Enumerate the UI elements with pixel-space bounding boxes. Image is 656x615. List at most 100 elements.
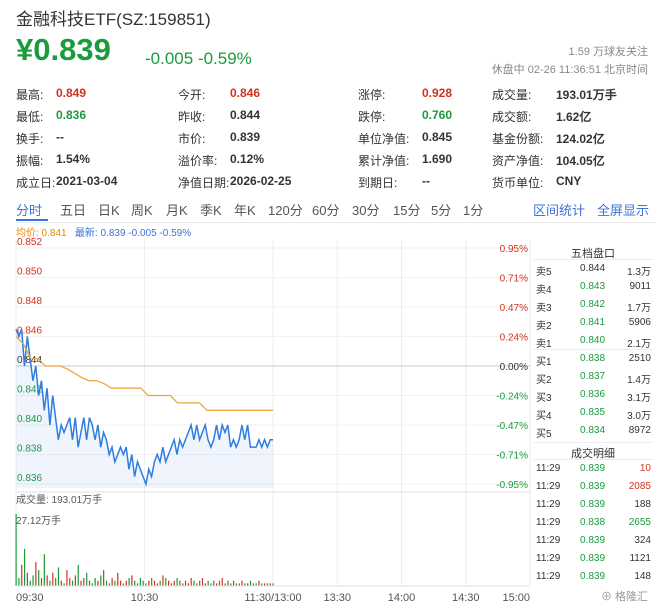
- quote-item: 市价: 0.839: [178, 130, 260, 148]
- ask-row: 卖4 0.843 9011: [533, 278, 653, 296]
- ob-label: 11:29: [536, 499, 561, 510]
- price-tick-label: 0.846: [17, 326, 42, 337]
- quote-value: 193.01万手: [556, 88, 617, 102]
- ob-volume: 2655: [628, 517, 651, 528]
- volume-bar: [241, 580, 243, 586]
- tab-6[interactable]: 年K: [234, 203, 256, 218]
- bid-row: 买5 0.834 8972: [533, 422, 653, 440]
- trade-row: 11:29 0.838 2655: [533, 514, 653, 532]
- time-tick-label: 15:00: [502, 592, 530, 604]
- volume-bar: [148, 580, 150, 586]
- quote-label: 溢价率:: [178, 154, 218, 168]
- bid-row: 买2 0.837 1.4万: [533, 368, 653, 386]
- volume-bar: [238, 583, 240, 586]
- volume-bar: [145, 583, 147, 586]
- pct-tick-label: -0.47%: [496, 421, 528, 432]
- tab-7[interactable]: 120分: [268, 203, 303, 218]
- volume-bar: [210, 583, 212, 586]
- tab-9[interactable]: 30分: [352, 203, 380, 218]
- tab-10[interactable]: 15分: [393, 203, 421, 218]
- volume-bar: [97, 580, 99, 586]
- volume-bar: [193, 580, 195, 586]
- ob-label: 11:29: [536, 463, 561, 474]
- ob-volume: 1.7万: [627, 303, 651, 314]
- volume-bar: [117, 572, 119, 586]
- tab-8[interactable]: 60分: [312, 203, 340, 218]
- volume-bar: [111, 578, 113, 586]
- volume-bar: [119, 580, 122, 586]
- ob-price: 0.840: [580, 335, 606, 346]
- quote-label: 基金份额:: [492, 132, 544, 146]
- volume-label: 成交量: 193.01万手: [16, 493, 102, 506]
- ob-price: 0.839: [580, 535, 606, 546]
- ob-volume: 1121: [629, 553, 651, 564]
- quote-label: 成交量:: [492, 88, 532, 102]
- quote-item: 今开: 0.846: [178, 86, 260, 104]
- quote-label: 资产净值:: [492, 154, 544, 168]
- volume-bar: [196, 583, 198, 586]
- avg-price-line: [15, 336, 273, 411]
- tab-0[interactable]: 分时: [16, 203, 43, 218]
- trade-row: 11:29 0.839 148: [533, 568, 653, 586]
- tab-12[interactable]: 1分: [463, 203, 484, 218]
- quote-value: 0.846: [230, 86, 261, 100]
- ob-price: 0.837: [580, 371, 606, 382]
- watermark-logo: ⊕ 格隆汇: [600, 591, 648, 603]
- ob-volume: 1.3万: [627, 267, 651, 278]
- fullscreen-button[interactable]: 全屏显示: [597, 203, 650, 218]
- quote-label: 换手:: [16, 132, 44, 146]
- ob-volume: 8972: [628, 425, 651, 436]
- time-tick-label: 11:30/13:00: [244, 592, 301, 604]
- price-tick-label: 0.838: [17, 444, 42, 455]
- ob-label: 11:29: [536, 571, 561, 582]
- time-tick-label: 09:30: [16, 592, 44, 604]
- volume-bar: [63, 583, 65, 586]
- quote-item: 换手: --: [16, 130, 64, 148]
- volume-bar: [139, 578, 141, 586]
- tab-5[interactable]: 季K: [200, 203, 222, 218]
- quote-label: 成交额:: [492, 110, 532, 124]
- quote-label: 到期日:: [358, 176, 398, 190]
- ob-label: 买1: [536, 357, 552, 368]
- ob-price: 0.839: [580, 499, 606, 510]
- tab-11[interactable]: 5分: [431, 203, 452, 218]
- quote-value: 124.02亿: [556, 132, 605, 146]
- volume-bar: [201, 578, 204, 586]
- tab-2[interactable]: 日K: [98, 203, 120, 218]
- ask-row: 卖5 0.844 1.3万: [533, 260, 653, 278]
- volume-bar: [94, 578, 96, 586]
- tab-1[interactable]: 五日: [60, 203, 87, 218]
- pct-tick-label: 0.24%: [500, 333, 528, 344]
- tab-3[interactable]: 周K: [131, 203, 153, 218]
- volume-bar: [213, 580, 215, 586]
- quote-value: 1.54%: [56, 152, 91, 166]
- ob-volume: 5906: [628, 317, 651, 328]
- range-stats-button[interactable]: 区间统计: [533, 203, 586, 218]
- volume-bar: [35, 562, 37, 586]
- quote-value: CNY: [556, 174, 582, 188]
- volume-bar: [21, 564, 23, 586]
- volume-bar: [173, 580, 175, 586]
- watchers-count[interactable]: 1.59 万球友关注: [568, 46, 648, 58]
- tab-4[interactable]: 月K: [166, 203, 188, 218]
- volume-bar: [227, 580, 229, 586]
- ob-price: 0.841: [580, 317, 606, 328]
- ob-volume: 188: [634, 499, 651, 510]
- security-title: 金融科技ETF(SZ:159851): [16, 10, 211, 29]
- pct-tick-label: 0.71%: [500, 274, 528, 285]
- ob-separator: [533, 459, 653, 460]
- price-change: -0.005 -0.59%: [145, 49, 252, 68]
- order-book-title: 五档盘口: [571, 248, 615, 260]
- chart-legend: 均价: 0.841 最新: 0.839 -0.005 -0.59%: [16, 224, 191, 239]
- volume-bar: [264, 583, 266, 586]
- volume-bar: [60, 580, 62, 586]
- ob-label: 买3: [536, 393, 552, 404]
- volume-bar: [247, 583, 249, 586]
- ob-label: 11:29: [536, 481, 561, 492]
- quote-item: 最低: 0.836: [16, 108, 86, 126]
- latest-price-legend: 最新: 0.839 -0.005 -0.59%: [74, 228, 192, 239]
- volume-bar: [26, 572, 28, 586]
- quote-value: 2021-03-04: [56, 174, 118, 188]
- volume-bar: [252, 583, 254, 586]
